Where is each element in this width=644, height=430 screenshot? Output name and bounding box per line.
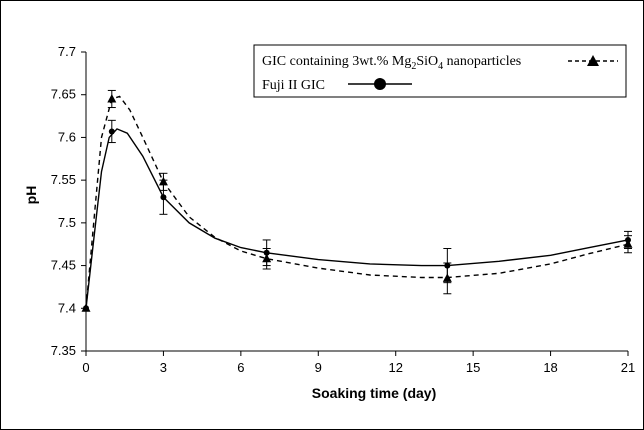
x-tick-label: 21 bbox=[621, 360, 635, 375]
y-tick-label: 7.55 bbox=[51, 172, 76, 187]
data-point-circle bbox=[160, 194, 167, 201]
y-tick-label: 7.35 bbox=[51, 343, 76, 358]
y-tick-label: 7.6 bbox=[58, 129, 76, 144]
y-tick-label: 7.65 bbox=[51, 87, 76, 102]
x-tick-label: 15 bbox=[466, 360, 480, 375]
x-tick-label: 3 bbox=[160, 360, 167, 375]
legend-marker-triangle bbox=[587, 55, 599, 66]
y-tick-label: 7.4 bbox=[58, 300, 76, 315]
legend: GIC containing 3wt.% Mg2SiO4 nanoparticl… bbox=[253, 44, 627, 98]
legend-label-fuji: Fuji II GIC bbox=[262, 78, 325, 93]
x-tick-label: 6 bbox=[237, 360, 244, 375]
data-point-circle bbox=[83, 305, 89, 312]
legend-label-part-3: nanoparticles bbox=[443, 54, 521, 69]
data-point-circle bbox=[444, 262, 451, 269]
legend-label-sub-1: 2 bbox=[411, 61, 416, 72]
legend-label-part-1: GIC containing 3wt.% Mg bbox=[262, 54, 411, 69]
data-point-circle bbox=[263, 249, 270, 256]
axes: 0 3 6 9 12 15 18 21 7.35 7.4 7.45 7.5 7.55 7.6 7.65 7.7 bbox=[51, 44, 636, 375]
legend-label-part-2: SiO bbox=[416, 54, 438, 69]
data-point-circle bbox=[108, 128, 115, 135]
legend-label-mg2sio4: GIC containing 3wt.% Mg2SiO4 nanoparticl… bbox=[262, 54, 521, 72]
y-tick-label: 7.5 bbox=[58, 215, 76, 230]
data-point-triangle bbox=[107, 93, 117, 103]
x-tick-label: 12 bbox=[388, 360, 402, 375]
legend-marker-circle bbox=[374, 78, 386, 90]
y-tick-label: 7.45 bbox=[51, 258, 76, 273]
x-tick-label: 0 bbox=[82, 360, 89, 375]
series-line bbox=[85, 128, 629, 309]
legend-box bbox=[253, 44, 627, 98]
y-axis-title: pH bbox=[23, 186, 39, 205]
x-axis-title: Soaking time (day) bbox=[312, 385, 436, 401]
series-line bbox=[85, 95, 629, 309]
data-point-circle bbox=[625, 236, 631, 243]
x-tick-label: 18 bbox=[543, 360, 557, 375]
y-tick-label: 7.7 bbox=[58, 44, 76, 59]
x-tick-label: 9 bbox=[315, 360, 322, 375]
plot-area bbox=[81, 89, 633, 312]
legend-label-sub-2: 4 bbox=[438, 61, 443, 72]
series-group bbox=[81, 89, 633, 312]
